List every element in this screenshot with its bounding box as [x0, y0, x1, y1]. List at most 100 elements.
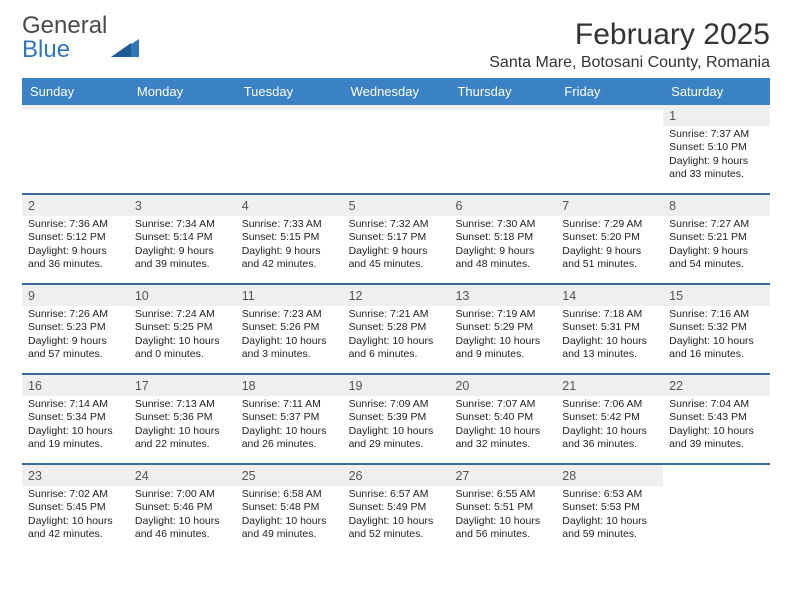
calendar-day-cell: 6Sunrise: 7:30 AMSunset: 5:18 PMDaylight… — [449, 195, 556, 283]
calendar-day-cell: 13Sunrise: 7:19 AMSunset: 5:29 PMDayligh… — [449, 285, 556, 373]
daylight1-text: Daylight: 10 hours — [669, 335, 764, 348]
weekday-header: Monday — [129, 78, 236, 105]
daylight1-text: Daylight: 10 hours — [28, 425, 123, 438]
calendar-day-cell: 11Sunrise: 7:23 AMSunset: 5:26 PMDayligh… — [236, 285, 343, 373]
day-number: 17 — [129, 375, 236, 396]
daylight2-text: and 56 minutes. — [455, 528, 550, 541]
day-number — [22, 105, 129, 110]
daylight1-text: Daylight: 10 hours — [455, 515, 550, 528]
location-subtitle: Santa Mare, Botosani County, Romania — [489, 54, 770, 72]
calendar-day-cell: 17Sunrise: 7:13 AMSunset: 5:36 PMDayligh… — [129, 375, 236, 463]
weekday-header: Saturday — [663, 78, 770, 105]
calendar-day-cell: 8Sunrise: 7:27 AMSunset: 5:21 PMDaylight… — [663, 195, 770, 283]
calendar-day-cell: 22Sunrise: 7:04 AMSunset: 5:43 PMDayligh… — [663, 375, 770, 463]
day-number — [343, 105, 450, 110]
sunset-text: Sunset: 5:17 PM — [349, 231, 444, 244]
sunrise-text: Sunrise: 7:04 AM — [669, 398, 764, 411]
sunset-text: Sunset: 5:46 PM — [135, 501, 230, 514]
page-header: General Blue February 2025 Santa Mare, B… — [22, 18, 770, 72]
sunset-text: Sunset: 5:42 PM — [562, 411, 657, 424]
sunrise-text: Sunrise: 7:26 AM — [28, 308, 123, 321]
calendar-day-cell: 16Sunrise: 7:14 AMSunset: 5:34 PMDayligh… — [22, 375, 129, 463]
sunrise-text: Sunrise: 7:18 AM — [562, 308, 657, 321]
sunrise-text: Sunrise: 7:37 AM — [669, 128, 764, 141]
sunset-text: Sunset: 5:20 PM — [562, 231, 657, 244]
sunrise-text: Sunrise: 7:13 AM — [135, 398, 230, 411]
calendar-day-cell: 3Sunrise: 7:34 AMSunset: 5:14 PMDaylight… — [129, 195, 236, 283]
daylight2-text: and 42 minutes. — [242, 258, 337, 271]
daylight1-text: Daylight: 10 hours — [242, 515, 337, 528]
daylight2-text: and 32 minutes. — [455, 438, 550, 451]
daylight1-text: Daylight: 10 hours — [349, 335, 444, 348]
brand-logo: General Blue — [22, 18, 139, 62]
daylight2-text: and 22 minutes. — [135, 438, 230, 451]
day-number: 5 — [343, 195, 450, 216]
daylight1-text: Daylight: 9 hours — [562, 245, 657, 258]
daylight1-text: Daylight: 9 hours — [28, 335, 123, 348]
sunset-text: Sunset: 5:53 PM — [562, 501, 657, 514]
sunset-text: Sunset: 5:25 PM — [135, 321, 230, 334]
weekday-header: Sunday — [22, 78, 129, 105]
calendar-day-cell: 21Sunrise: 7:06 AMSunset: 5:42 PMDayligh… — [556, 375, 663, 463]
sunrise-text: Sunrise: 7:02 AM — [28, 488, 123, 501]
calendar-day-cell: 1Sunrise: 7:37 AMSunset: 5:10 PMDaylight… — [663, 105, 770, 193]
weekday-header: Tuesday — [236, 78, 343, 105]
sunrise-text: Sunrise: 7:29 AM — [562, 218, 657, 231]
daylight2-text: and 16 minutes. — [669, 348, 764, 361]
daylight2-text: and 45 minutes. — [349, 258, 444, 271]
calendar-day-cell: 15Sunrise: 7:16 AMSunset: 5:32 PMDayligh… — [663, 285, 770, 373]
calendar-day-cell: 23Sunrise: 7:02 AMSunset: 5:45 PMDayligh… — [22, 465, 129, 553]
month-title: February 2025 — [489, 18, 770, 52]
daylight1-text: Daylight: 9 hours — [242, 245, 337, 258]
calendar-day-cell: 20Sunrise: 7:07 AMSunset: 5:40 PMDayligh… — [449, 375, 556, 463]
sunrise-text: Sunrise: 7:09 AM — [349, 398, 444, 411]
calendar-day-cell: 7 Sunrise: 7:29 AMSunset: 5:20 PMDaylight… — [556, 195, 663, 283]
day-number: 13 — [449, 285, 556, 306]
daylight2-text: and 59 minutes. — [562, 528, 657, 541]
sunset-text: Sunset: 5:18 PM — [455, 231, 550, 244]
calendar-week-row: 23Sunrise: 7:02 AMSunset: 5:45 PMDayligh… — [22, 465, 770, 553]
daylight1-text: Daylight: 9 hours — [135, 245, 230, 258]
calendar-week-row: 16Sunrise: 7:14 AMSunset: 5:34 PMDayligh… — [22, 375, 770, 465]
sunset-text: Sunset: 5:37 PM — [242, 411, 337, 424]
daylight2-text: and 54 minutes. — [669, 258, 764, 271]
daylight1-text: Daylight: 10 hours — [562, 335, 657, 348]
sunset-text: Sunset: 5:15 PM — [242, 231, 337, 244]
day-number: 7 — [556, 195, 663, 216]
weekday-header: Wednesday — [343, 78, 450, 105]
sunset-text: Sunset: 5:49 PM — [349, 501, 444, 514]
sunset-text: Sunset: 5:12 PM — [28, 231, 123, 244]
calendar-day-cell: 19Sunrise: 7:09 AMSunset: 5:39 PMDayligh… — [343, 375, 450, 463]
sunset-text: Sunset: 5:43 PM — [669, 411, 764, 424]
daylight2-text: and 36 minutes. — [28, 258, 123, 271]
calendar-day-cell: 27Sunrise: 6:55 AMSunset: 5:51 PMDayligh… — [449, 465, 556, 553]
sunset-text: Sunset: 5:39 PM — [349, 411, 444, 424]
calendar-day-cell — [22, 105, 129, 193]
sunrise-text: Sunrise: 7:19 AM — [455, 308, 550, 321]
calendar-grid: Sunday Monday Tuesday Wednesday Thursday… — [22, 78, 770, 553]
sunset-text: Sunset: 5:23 PM — [28, 321, 123, 334]
sunset-text: Sunset: 5:34 PM — [28, 411, 123, 424]
calendar-week-row: 1Sunrise: 7:37 AMSunset: 5:10 PMDaylight… — [22, 105, 770, 195]
daylight1-text: Daylight: 10 hours — [455, 425, 550, 438]
calendar-day-cell — [556, 105, 663, 193]
daylight2-text: and 3 minutes. — [242, 348, 337, 361]
title-block: February 2025 Santa Mare, Botosani Count… — [489, 18, 770, 72]
calendar-day-cell: 9Sunrise: 7:26 AMSunset: 5:23 PMDaylight… — [22, 285, 129, 373]
calendar-day-cell: 14Sunrise: 7:18 AMSunset: 5:31 PMDayligh… — [556, 285, 663, 373]
daylight2-text: and 36 minutes. — [562, 438, 657, 451]
calendar-day-cell: 12Sunrise: 7:21 AMSunset: 5:28 PMDayligh… — [343, 285, 450, 373]
brand-triangle-icon — [111, 37, 139, 62]
daylight2-text: and 42 minutes. — [28, 528, 123, 541]
daylight1-text: Daylight: 10 hours — [135, 515, 230, 528]
calendar-day-cell: 10Sunrise: 7:24 AMSunset: 5:25 PMDayligh… — [129, 285, 236, 373]
calendar-day-cell: 18Sunrise: 7:11 AMSunset: 5:37 PMDayligh… — [236, 375, 343, 463]
calendar-week-row: 9Sunrise: 7:26 AMSunset: 5:23 PMDaylight… — [22, 285, 770, 375]
sunrise-text: Sunrise: 6:58 AM — [242, 488, 337, 501]
daylight2-text: and 6 minutes. — [349, 348, 444, 361]
sunrise-text: Sunrise: 7:33 AM — [242, 218, 337, 231]
day-number: 21 — [556, 375, 663, 396]
calendar-day-cell — [343, 105, 450, 193]
day-number — [449, 105, 556, 110]
sunrise-text: Sunrise: 7:23 AM — [242, 308, 337, 321]
